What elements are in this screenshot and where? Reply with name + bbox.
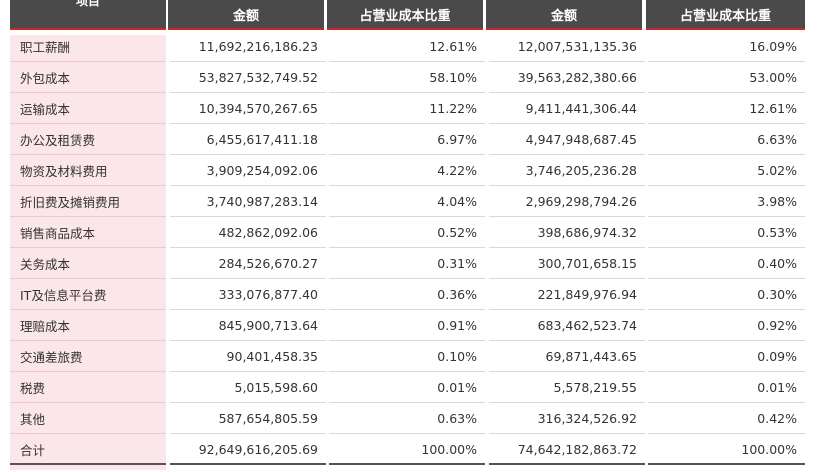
pct-current-cell: 0.63%	[329, 404, 485, 434]
table-row: 理赔成本 845,900,713.64 0.91% 683,462,523.74 0.9…	[10, 311, 805, 342]
amount-prior-cell: 398,686,974.32	[489, 218, 645, 248]
pct-prior-cell: 100.00%	[648, 435, 805, 465]
header-pct-prior: 占营业成本比重	[646, 0, 805, 30]
amount-current-cell: 53,827,532,749.52	[170, 63, 326, 93]
pct-current-cell: 4.04%	[329, 187, 485, 217]
item-cell: 合计	[10, 435, 166, 465]
amount-prior-cell: 9,411,441,306.44	[489, 94, 645, 124]
amount-current-cell: 3,909,254,092.06	[170, 156, 326, 186]
amount-prior-cell: 683,462,523.74	[489, 311, 645, 341]
table-row: 办公及租赁费 6,455,617,411.18 6.97% 4,947,948,687…	[10, 125, 805, 156]
pct-prior-cell: 0.53%	[648, 218, 805, 248]
table-row: 折旧费及摊销费用 3,740,987,283.14 4.04% 2,969,298,7…	[10, 187, 805, 218]
table-row: IT及信息平台费 333,076,877.40 0.36% 221,849,976.9…	[10, 280, 805, 311]
pct-current-cell: 0.36%	[329, 280, 485, 310]
pct-prior-cell: 0.42%	[648, 404, 805, 434]
amount-current-cell: 10,394,570,267.65	[170, 94, 326, 124]
pct-prior-cell: 16.09%	[648, 32, 805, 62]
item-cell: 职工薪酬	[10, 32, 166, 62]
pct-current-cell: 0.91%	[329, 311, 485, 341]
table-row: 关务成本 284,526,670.27 0.31% 300,701,658.15 0.4…	[10, 249, 805, 280]
pct-current-cell: 0.01%	[329, 373, 485, 403]
amount-current-cell: 845,900,713.64	[170, 311, 326, 341]
pct-current-cell: 0.31%	[329, 249, 485, 279]
amount-current-cell: 587,654,805.59	[170, 404, 326, 434]
amount-prior-cell: 74,642,182,863.72	[489, 435, 645, 465]
amount-prior-cell: 3,746,205,236.28	[489, 156, 645, 186]
table-row: 职工薪酬 11,692,216,186.23 12.61% 12,007,531,13…	[10, 32, 805, 63]
amount-prior-cell: 2,969,298,794.26	[489, 187, 645, 217]
pct-current-cell: 11.22%	[329, 94, 485, 124]
amount-prior-cell: 69,871,443.65	[489, 342, 645, 372]
amount-prior-cell: 221,849,976.94	[489, 280, 645, 310]
header-amount-prior: 金额	[486, 0, 642, 30]
table-header: 项目 金额 占营业成本比重 金额 占营业成本比重	[10, 0, 805, 30]
pct-prior-cell: 0.09%	[648, 342, 805, 372]
table-total-row: 合计 92,649,616,205.69 100.00% 74,642,182,863…	[10, 435, 805, 466]
item-column-background	[10, 35, 166, 470]
pct-current-cell: 6.97%	[329, 125, 485, 155]
amount-prior-cell: 39,563,282,380.66	[489, 63, 645, 93]
pct-current-cell: 0.52%	[329, 218, 485, 248]
item-cell: 税费	[10, 373, 166, 403]
item-cell: 物资及材料费用	[10, 156, 166, 186]
amount-current-cell: 92,649,616,205.69	[170, 435, 326, 465]
amount-current-cell: 482,862,092.06	[170, 218, 326, 248]
table-row: 税费 5,015,598.60 0.01% 5,578,219.55 0.01%	[10, 373, 805, 404]
item-cell: 理赔成本	[10, 311, 166, 341]
pct-prior-cell: 0.92%	[648, 311, 805, 341]
amount-current-cell: 11,692,216,186.23	[170, 32, 326, 62]
header-item: 项目	[10, 0, 166, 30]
amount-current-cell: 333,076,877.40	[170, 280, 326, 310]
header-amount-current: 金额	[168, 0, 324, 30]
amount-current-cell: 90,401,458.35	[170, 342, 326, 372]
item-cell: IT及信息平台费	[10, 280, 166, 310]
pct-prior-cell: 6.63%	[648, 125, 805, 155]
amount-current-cell: 284,526,670.27	[170, 249, 326, 279]
item-cell: 外包成本	[10, 63, 166, 93]
table-row: 交通差旅费 90,401,458.35 0.10% 69,871,443.65 0.09…	[10, 342, 805, 373]
amount-prior-cell: 300,701,658.15	[489, 249, 645, 279]
pct-prior-cell: 5.02%	[648, 156, 805, 186]
item-cell: 其他	[10, 404, 166, 434]
amount-current-cell: 6,455,617,411.18	[170, 125, 326, 155]
pct-prior-cell: 53.00%	[648, 63, 805, 93]
amount-prior-cell: 316,324,526.92	[489, 404, 645, 434]
table-row: 销售商品成本 482,862,092.06 0.52% 398,686,974.32 0…	[10, 218, 805, 249]
table-row: 物资及材料费用 3,909,254,092.06 4.22% 3,746,205,23…	[10, 156, 805, 187]
pct-current-cell: 0.10%	[329, 342, 485, 372]
item-cell: 交通差旅费	[10, 342, 166, 372]
pct-current-cell: 100.00%	[329, 435, 485, 465]
amount-prior-cell: 4,947,948,687.45	[489, 125, 645, 155]
item-cell: 销售商品成本	[10, 218, 166, 248]
header-pct-current: 占营业成本比重	[327, 0, 483, 30]
table-row: 运输成本 10,394,570,267.65 11.22% 9,411,441,306…	[10, 94, 805, 125]
pct-prior-cell: 12.61%	[648, 94, 805, 124]
item-cell: 关务成本	[10, 249, 166, 279]
amount-current-cell: 3,740,987,283.14	[170, 187, 326, 217]
amount-current-cell: 5,015,598.60	[170, 373, 326, 403]
item-cell: 运输成本	[10, 94, 166, 124]
table-row: 外包成本 53,827,532,749.52 58.10% 39,563,282,38…	[10, 63, 805, 94]
table-row: 其他 587,654,805.59 0.63% 316,324,526.92 0.42%	[10, 404, 805, 435]
pct-current-cell: 12.61%	[329, 32, 485, 62]
pct-prior-cell: 0.30%	[648, 280, 805, 310]
item-cell: 折旧费及摊销费用	[10, 187, 166, 217]
pct-prior-cell: 0.40%	[648, 249, 805, 279]
pct-prior-cell: 0.01%	[648, 373, 805, 403]
pct-current-cell: 4.22%	[329, 156, 485, 186]
amount-prior-cell: 5,578,219.55	[489, 373, 645, 403]
pct-prior-cell: 3.98%	[648, 187, 805, 217]
pct-current-cell: 58.10%	[329, 63, 485, 93]
amount-prior-cell: 12,007,531,135.36	[489, 32, 645, 62]
item-cell: 办公及租赁费	[10, 125, 166, 155]
